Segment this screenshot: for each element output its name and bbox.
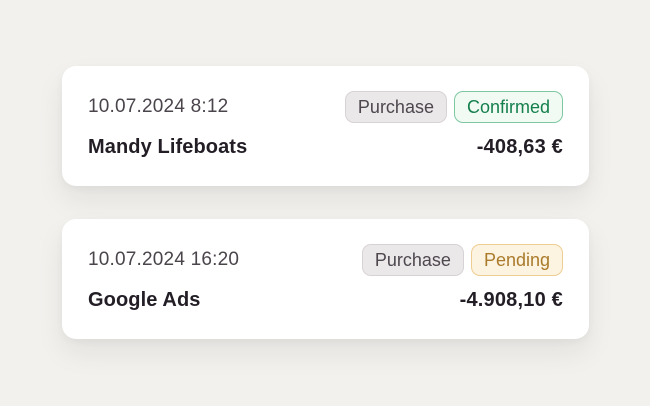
transaction-card-top-row: 10.07.2024 8:12 Purchase Confirmed: [88, 91, 563, 123]
transaction-card-top-row: 10.07.2024 16:20 Purchase Pending: [88, 244, 563, 276]
transaction-amount: -4.908,10 €: [459, 289, 563, 311]
transaction-status-badge: Confirmed: [453, 91, 563, 123]
transaction-datetime: 10.07.2024 16:20: [88, 249, 240, 270]
transaction-type-badge: Purchase: [344, 91, 447, 123]
transaction-type-badge: Purchase: [361, 244, 464, 276]
transaction-card-bottom-row: Mandy Lifeboats -408,63 €: [88, 136, 563, 159]
transaction-datetime: 10.07.2024 8:12: [88, 96, 229, 117]
badge-group: Purchase Pending: [361, 244, 563, 276]
transaction-card-bottom-row: Google Ads -4.908,10 €: [88, 289, 563, 312]
transaction-status-badge: Pending: [470, 244, 563, 276]
transaction-amount: -408,63 €: [476, 136, 563, 158]
badge-group: Purchase Confirmed: [344, 91, 563, 123]
transaction-name: Mandy Lifeboats: [88, 136, 248, 158]
transaction-list: 10.07.2024 8:12 Purchase Confirmed Mandy…: [62, 66, 589, 339]
transaction-card[interactable]: 10.07.2024 8:12 Purchase Confirmed Mandy…: [62, 66, 589, 186]
transaction-name: Google Ads: [88, 289, 201, 311]
transaction-card[interactable]: 10.07.2024 16:20 Purchase Pending Google…: [62, 219, 589, 339]
